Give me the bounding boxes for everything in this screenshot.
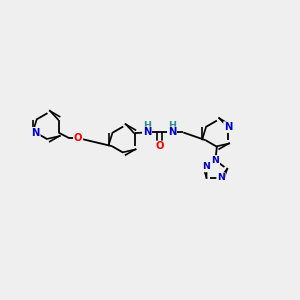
Text: N: N (32, 128, 40, 138)
Text: O: O (155, 141, 164, 152)
Text: N: N (212, 156, 219, 165)
Text: H: H (168, 121, 176, 130)
Text: H: H (143, 121, 151, 130)
Text: N: N (217, 173, 225, 182)
Text: N: N (202, 163, 210, 172)
Text: N: N (143, 128, 151, 137)
Text: O: O (74, 133, 82, 143)
Text: N: N (168, 128, 176, 137)
Text: N: N (224, 122, 232, 132)
